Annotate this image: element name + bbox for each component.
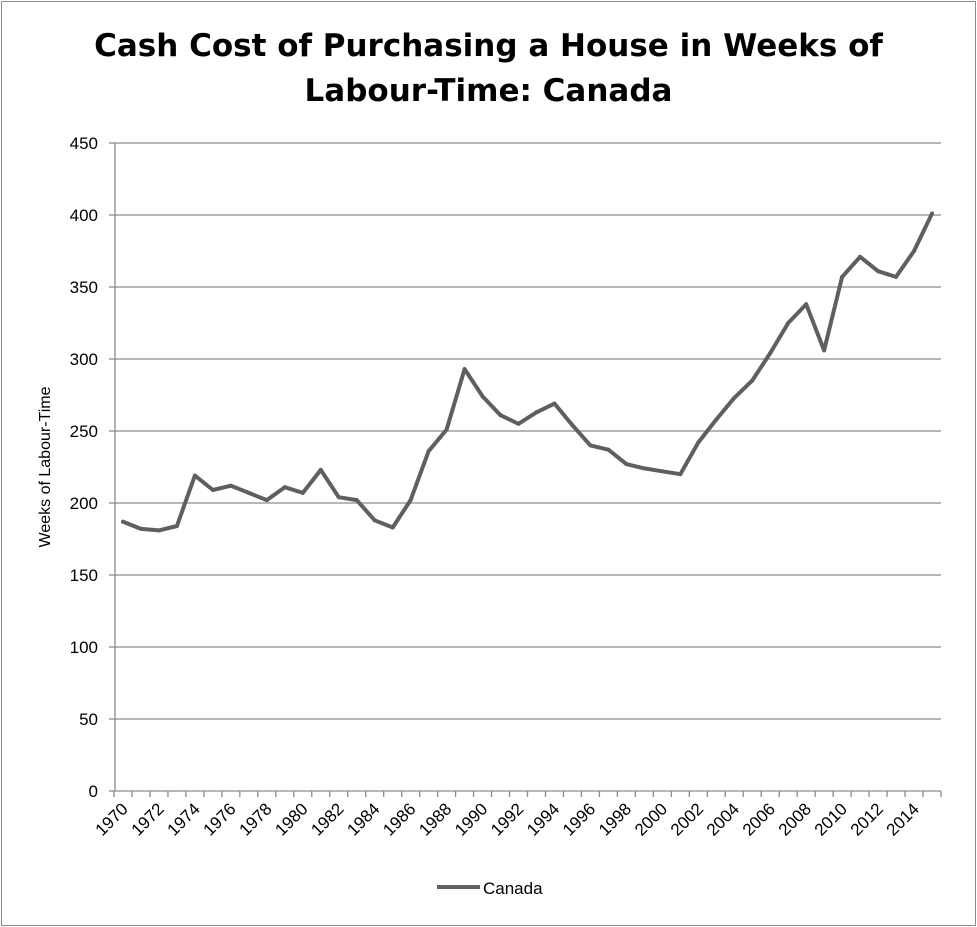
x-tick-label: 1986 <box>379 799 419 839</box>
y-tick-label: 250 <box>70 422 98 441</box>
x-tick-label: 1994 <box>523 799 563 839</box>
x-tick-label: 1996 <box>559 799 599 839</box>
y-tick-label: 0 <box>89 782 98 801</box>
data-point <box>390 525 395 530</box>
x-tick-label: 1982 <box>307 799 347 839</box>
data-point <box>678 472 683 477</box>
axes <box>109 142 942 797</box>
data-point <box>192 473 197 478</box>
y-tick-label: 350 <box>70 278 98 297</box>
y-tick-labels: 0 50 100 150 200 250 300 350 400 450 <box>70 134 98 801</box>
data-point <box>318 467 323 472</box>
data-point <box>354 498 359 503</box>
data-point <box>246 490 251 495</box>
y-tick-label: 150 <box>70 566 98 585</box>
data-point <box>138 526 143 531</box>
x-tick-label: 1970 <box>92 799 132 839</box>
data-point <box>894 274 899 279</box>
x-tick-label: 1984 <box>343 799 383 839</box>
x-tick-label: 2000 <box>631 799 671 839</box>
x-tick-label: 2014 <box>883 799 923 839</box>
data-point <box>498 413 503 418</box>
x-tick-label: 1988 <box>415 799 455 839</box>
data-point <box>858 254 863 259</box>
data-point <box>822 348 827 353</box>
y-tick-label: 50 <box>79 710 98 729</box>
x-tick-labels: 1970197219741976197819801982198419861988… <box>92 799 923 839</box>
data-point <box>606 447 611 452</box>
data-point <box>210 488 215 493</box>
gridlines <box>115 142 941 720</box>
x-tick-label: 1978 <box>235 799 275 839</box>
data-point <box>804 302 809 307</box>
chart-title: Cash Cost of Purchasing a House in Weeks… <box>0 24 977 114</box>
data-point <box>732 395 737 400</box>
x-tick-label: 1976 <box>200 799 240 839</box>
data-point <box>570 423 575 428</box>
y-tick-label: 300 <box>70 350 98 369</box>
data-point <box>552 401 557 406</box>
y-tick-label: 400 <box>70 206 98 225</box>
data-point <box>912 249 917 253</box>
data-point <box>768 351 773 356</box>
x-tick-label: 1992 <box>487 799 527 839</box>
x-tick-label: 2006 <box>739 799 779 839</box>
x-tick-label: 1998 <box>595 799 635 839</box>
data-point <box>174 524 179 529</box>
x-tick-label: 1972 <box>128 799 168 839</box>
x-tick-label: 2004 <box>703 799 743 839</box>
data-point <box>786 321 791 325</box>
y-tick-label: 200 <box>70 494 98 513</box>
data-point <box>426 449 431 454</box>
data-point <box>624 462 629 467</box>
data-point <box>121 519 125 524</box>
legend-label-canada: Canada <box>483 879 543 898</box>
x-tick-label: 2010 <box>811 799 851 839</box>
data-point <box>300 490 305 495</box>
series-lines <box>121 211 934 533</box>
data-point <box>750 378 755 383</box>
data-point <box>876 269 881 274</box>
data-point <box>264 498 269 503</box>
y-tick-label: 100 <box>70 638 98 657</box>
data-point <box>660 469 665 474</box>
data-point <box>930 211 934 216</box>
data-point <box>408 498 413 503</box>
x-tick-label: 1974 <box>164 799 204 839</box>
y-axis-label: Weeks of Labour-Time <box>37 386 54 547</box>
data-point <box>588 443 593 448</box>
legend: Canada <box>437 879 543 898</box>
data-point <box>282 485 287 490</box>
data-point <box>516 421 521 426</box>
x-tick-label: 1990 <box>451 799 491 839</box>
data-point <box>642 466 647 471</box>
series-line-canada <box>121 211 934 533</box>
data-point <box>696 440 701 445</box>
x-tick-label: 2012 <box>847 799 887 839</box>
data-point <box>336 495 341 500</box>
chart-title-line-2: Labour-Time: Canada <box>304 73 673 109</box>
x-tick-label: 1980 <box>271 799 311 839</box>
data-point <box>228 483 233 488</box>
x-tick-label: 2008 <box>775 799 815 839</box>
data-point <box>372 518 377 523</box>
data-point <box>156 528 161 533</box>
data-point <box>840 274 845 279</box>
data-point <box>714 417 719 422</box>
data-point <box>444 427 449 432</box>
x-tick-label: 2002 <box>667 799 707 839</box>
y-tick-label: 450 <box>70 134 98 153</box>
data-point <box>462 367 467 372</box>
data-point <box>534 410 539 415</box>
chart-title-line-1: Cash Cost of Purchasing a House in Weeks… <box>94 28 883 64</box>
data-point <box>480 394 485 399</box>
